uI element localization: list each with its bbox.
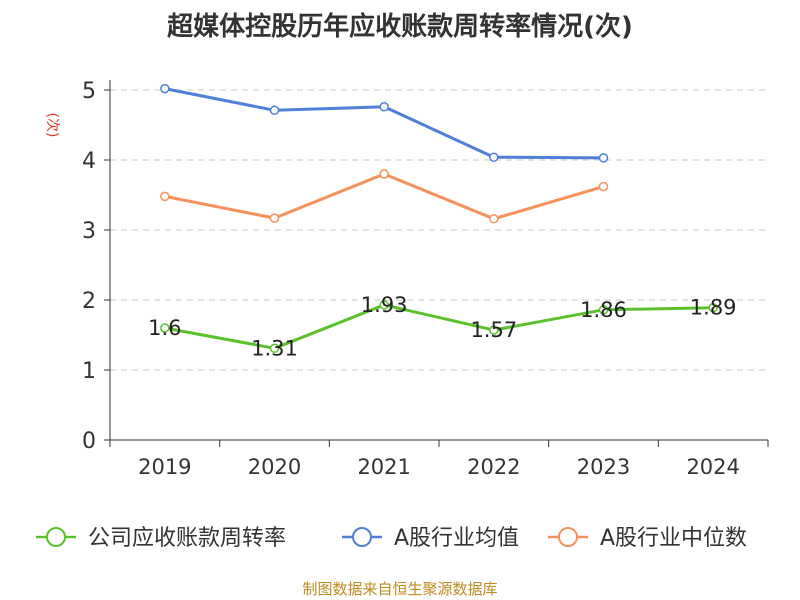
y-tick-label: 2 bbox=[82, 289, 96, 314]
data-label: 1.93 bbox=[361, 293, 408, 317]
data-point[interactable] bbox=[269, 213, 280, 223]
y-tick-label: 1 bbox=[82, 359, 96, 384]
data-point[interactable] bbox=[379, 102, 389, 112]
x-tick-label: 2019 bbox=[138, 455, 191, 479]
x-tick-label: 2024 bbox=[686, 455, 739, 479]
data-point[interactable] bbox=[269, 343, 280, 354]
data-point[interactable] bbox=[489, 152, 499, 162]
axes: 0 1 2 3 4 5 2019 2020 2021 2022 2023 2024 bbox=[82, 79, 769, 479]
data-point[interactable] bbox=[489, 214, 499, 224]
data-point[interactable] bbox=[598, 153, 609, 163]
source-note: 制图数据来自恒生聚源数据库 bbox=[302, 580, 498, 598]
x-tick-label: 2023 bbox=[577, 455, 630, 479]
data-label: 1.86 bbox=[580, 298, 627, 322]
legend: 公司应收账款周转率 A股行业均值 A股行业中位数 bbox=[36, 526, 747, 551]
y-tick-label: 3 bbox=[82, 219, 96, 244]
data-point[interactable] bbox=[708, 302, 718, 313]
data-point[interactable] bbox=[598, 305, 609, 315]
data-point[interactable] bbox=[160, 323, 170, 333]
data-point[interactable] bbox=[379, 169, 389, 179]
data-point[interactable] bbox=[160, 83, 170, 94]
data-label: 1.89 bbox=[690, 296, 737, 320]
series-group bbox=[160, 83, 718, 354]
y-tick-label: 0 bbox=[82, 429, 96, 454]
y-tick-label: 4 bbox=[82, 149, 96, 174]
legend-marker-icon bbox=[46, 527, 66, 547]
chart-title: 超媒体控股历年应收账款周转率情况(次) bbox=[167, 12, 633, 42]
x-tick-label: 2022 bbox=[467, 455, 520, 479]
legend-label: 公司应收账款周转率 bbox=[88, 526, 286, 551]
legend-label: A股行业均值 bbox=[394, 526, 519, 551]
data-label: 1.31 bbox=[251, 336, 298, 360]
x-tick-label: 2020 bbox=[248, 455, 301, 479]
data-labels: 1.6 1.31 1.93 1.57 1.86 1.89 bbox=[148, 293, 736, 360]
legend-item[interactable]: 公司应收账款周转率 bbox=[36, 526, 286, 551]
data-point[interactable] bbox=[160, 191, 170, 202]
y-tick-label: 5 bbox=[82, 79, 96, 104]
data-point[interactable] bbox=[598, 181, 609, 192]
legend-item[interactable]: A股行业中位数 bbox=[548, 526, 747, 551]
legend-marker-icon bbox=[558, 527, 578, 547]
data-label: 1.57 bbox=[470, 318, 517, 342]
x-tick-label: 2021 bbox=[357, 455, 410, 479]
data-point[interactable] bbox=[269, 105, 280, 116]
data-label: 1.6 bbox=[148, 316, 181, 340]
data-point[interactable] bbox=[489, 325, 499, 335]
series-line bbox=[164, 87, 604, 160]
series-line bbox=[164, 172, 604, 221]
series-line bbox=[164, 303, 714, 350]
y-axis-label: (次) bbox=[44, 113, 60, 138]
legend-item[interactable]: A股行业均值 bbox=[342, 526, 519, 551]
legend-marker-icon bbox=[352, 527, 372, 547]
data-point[interactable] bbox=[379, 300, 389, 310]
legend-label: A股行业中位数 bbox=[600, 526, 747, 551]
